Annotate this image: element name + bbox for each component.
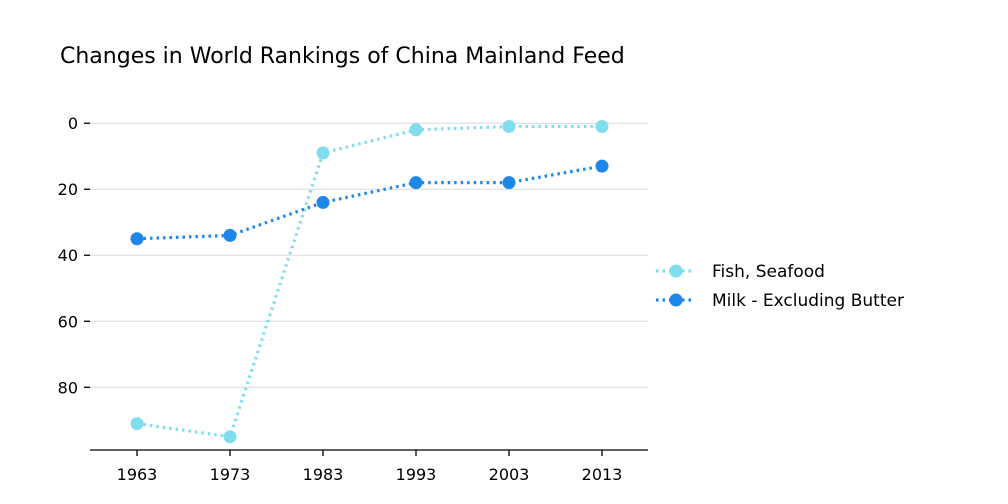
y-tick-label: 40 xyxy=(58,246,78,265)
x-tick-label: 1993 xyxy=(396,465,437,484)
y-tick-label: 20 xyxy=(58,180,78,199)
chart-title: Changes in World Rankings of China Mainl… xyxy=(60,44,625,69)
data-point xyxy=(502,120,516,134)
legend-item: Fish, Seafood xyxy=(656,262,825,282)
data-point xyxy=(223,228,237,242)
x-tick-label: 2013 xyxy=(582,465,623,484)
data-point xyxy=(595,120,609,134)
series-line xyxy=(136,124,602,439)
data-point xyxy=(595,159,609,173)
y-tick-label: 0 xyxy=(68,114,78,133)
series-line xyxy=(136,164,603,241)
legend-item: Milk - Excluding Butter xyxy=(656,291,904,311)
series-0 xyxy=(130,120,609,444)
y-tick-label: 60 xyxy=(58,312,78,331)
legend-swatch-marker xyxy=(669,293,683,307)
legend-swatch-marker xyxy=(669,264,683,278)
x-tick-label: 2003 xyxy=(489,465,530,484)
legend-label: Fish, Seafood xyxy=(712,262,825,282)
data-point xyxy=(316,146,330,160)
x-tick-label: 1973 xyxy=(210,465,251,484)
x-tick-label: 1983 xyxy=(303,465,344,484)
data-point xyxy=(409,123,423,137)
data-point xyxy=(409,176,423,190)
grid xyxy=(90,122,648,388)
data-point xyxy=(130,417,144,431)
legend: Fish, Seafood Milk - Excluding Butter xyxy=(656,262,904,311)
x-tick-label: 1963 xyxy=(117,465,158,484)
data-point xyxy=(316,195,330,209)
x-axis: 1963 1973 1983 1993 2003 2013 xyxy=(90,449,648,484)
data-point xyxy=(130,232,144,246)
y-axis: 0 20 40 60 80 xyxy=(58,114,90,397)
series-1 xyxy=(130,159,609,246)
data-point xyxy=(502,176,516,190)
y-tick-label: 80 xyxy=(58,378,78,397)
data-point xyxy=(223,430,237,444)
legend-label: Milk - Excluding Butter xyxy=(712,291,904,311)
series-group xyxy=(130,120,609,444)
